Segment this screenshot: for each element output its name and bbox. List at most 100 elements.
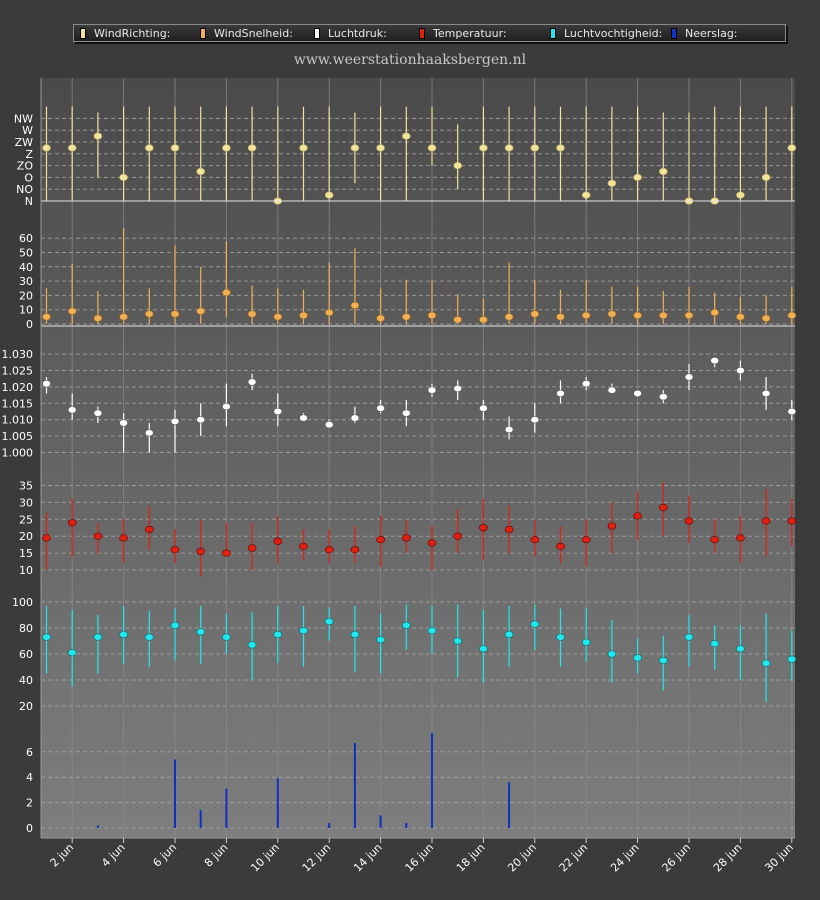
windsnelheid-point [736,313,745,321]
legend-item: WindRichting: [80,26,170,40]
y-tick-label: 40 [19,674,33,687]
temperatuur-point [247,544,257,552]
windrichting-point [556,144,565,152]
y-tick-label: 20 [19,289,33,302]
x-tick-label: 26 jun [660,841,694,875]
legend-swatch [550,27,556,39]
y-tick-label: 10 [19,564,33,577]
luchtvochtigheid-point [581,638,591,646]
neerslag-bar [225,788,228,828]
windrichting-point [67,144,77,152]
luchtdruk-point [581,380,591,388]
luchtvochtigheid-point [658,656,668,665]
luchtvochtigheid-point [607,650,617,658]
luchtdruk-point [222,402,231,411]
luchtdruk-point [93,409,103,417]
windsnelheid-point [170,310,180,318]
y-tick-label: ZW [15,136,34,149]
y-tick-label: W [22,124,33,137]
luchtdruk-point [119,419,128,427]
x-tick-label: 18 jun [454,841,488,875]
windrichting-point [761,173,771,181]
windsnelheid-point [479,316,488,324]
windrichting-point [530,144,540,152]
x-tick-label: 14 jun [351,841,385,875]
windrichting-point [401,132,411,140]
luchtvochtigheid-point [633,654,642,662]
neerslag-bar [174,759,176,828]
windrichting-point [479,144,488,152]
luchtvochtigheid-point [710,639,720,648]
legend-swatch [314,27,320,39]
windrichting-point [633,173,642,181]
temperatuur-point [453,532,463,540]
y-tick-label: 1.020 [2,381,34,394]
windrichting-point [427,144,437,152]
windrichting-point [247,144,257,152]
temperatuur-point [119,534,128,542]
y-tick-label: 1.025 [2,365,34,378]
windsnelheid-point [658,311,668,320]
legend-swatch [200,27,206,39]
temperatuur-point [761,517,771,525]
luchtvochtigheid-point [761,659,771,667]
x-tick-label: 22 jun [557,841,591,875]
temperatuur-point [556,542,565,550]
neerslag-bar [353,742,356,828]
windrichting-point [736,191,745,199]
legend-bar: WindRichting: WindSnelheid: Luchtdruk: Temp… [73,24,786,42]
x-tick-label: 10 jun [248,841,282,875]
y-tick-label: 20 [19,530,33,543]
luchtdruk-point [350,414,360,422]
neerslag-bar [199,810,202,828]
y-tick-label: 60 [19,232,33,245]
luchtvochtigheid-point [119,630,128,639]
y-tick-label: 6 [26,746,33,759]
luchtvochtigheid-point [324,617,334,626]
luchtdruk-point [633,389,642,398]
luchtdruk-point [299,414,308,422]
luchtdruk-point [556,389,565,398]
luchtdruk-point [273,407,283,416]
site-url: www.weerstationhaaksbergen.nl [293,52,527,68]
luchtdruk-point [710,357,720,365]
legend-item: WindSnelheid: [200,26,293,40]
temperatuur-point [607,522,617,530]
temperatuur-point [42,534,51,542]
temperatuur-point [427,539,437,547]
temperatuur-point [222,549,231,557]
legend-label: Neerslag: [685,26,738,40]
neerslag-bar [405,822,408,828]
windsnelheid-point [556,313,565,321]
windrichting-point [504,144,514,152]
x-tick-label: 30 jun [762,841,796,875]
luchtvochtigheid-point [350,630,360,639]
luchtvochtigheid-point [145,633,154,641]
windsnelheid-point [247,310,257,318]
windsnelheid-point [684,311,694,320]
windrichting-point [787,144,797,152]
legend-label: WindRichting: [94,26,171,40]
temperatuur-point [736,534,745,542]
temperatuur-point [401,534,411,542]
luchtdruk-point [787,407,797,416]
y-tick-label: 1.030 [2,348,34,361]
legend-item: Neerslag: [671,26,738,40]
temperatuur-point [67,519,77,527]
windsnelheid-point [324,308,334,317]
temperatuur-point [93,532,103,540]
windsnelheid-point [504,313,514,321]
luchtvochtigheid-point [42,633,51,641]
luchtvochtigheid-point [530,620,540,628]
x-tick-label: 28 jun [711,841,745,875]
temperatuur-point [710,535,720,544]
windsnelheid-point [299,311,308,320]
luchtdruk-point [684,373,694,381]
windsnelheid-point [401,313,411,321]
windsnelheid-point [530,310,540,318]
y-tick-label: 40 [19,261,33,274]
luchtdruk-point [145,429,154,437]
luchtvochtigheid-point [67,649,77,657]
